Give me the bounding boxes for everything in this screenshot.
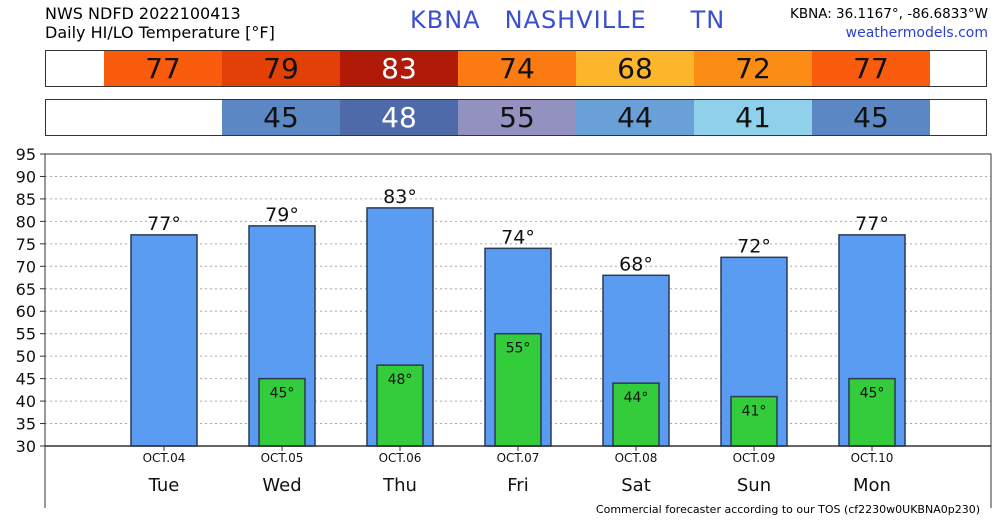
hi-value-label: 77°: [855, 213, 889, 235]
lo-value-label: 48°: [388, 372, 413, 388]
lo-temp-cell: 55: [458, 100, 576, 135]
y-tick-label: 30: [16, 437, 36, 456]
lo-bar: [730, 395, 778, 447]
hi-bar: [130, 234, 198, 447]
y-tick-label: 90: [16, 167, 36, 186]
station-id: KBNA: [410, 6, 481, 34]
hi-temp-cell: 77: [104, 51, 222, 86]
x-date-label: OCT.10: [851, 451, 894, 465]
hi-temp-cell: 83: [340, 51, 458, 86]
website-link[interactable]: weathermodels.com: [845, 25, 988, 41]
x-date-label: OCT.04: [143, 451, 186, 465]
hi-temp-cell: 77: [812, 51, 930, 86]
hi-value-label: 74°: [501, 226, 535, 248]
lo-temp-cell: 48: [340, 100, 458, 135]
x-day-label: Sun: [737, 475, 771, 496]
y-tick-label: 85: [16, 190, 36, 209]
y-tick-label: 60: [16, 302, 36, 321]
chart-subtitle: Daily HI/LO Temperature [°F]: [45, 23, 275, 42]
x-day-label: Sat: [621, 475, 651, 496]
lo-value-label: 44°: [624, 390, 649, 406]
lo-temp-cell: 44: [576, 100, 694, 135]
lo-temp-strip: 45 48 55 44 41 45: [45, 99, 987, 136]
y-tick-label: 50: [16, 347, 36, 366]
lo-value-label: 55°: [506, 341, 531, 357]
x-date-label: OCT.05: [261, 451, 304, 465]
header-right: KBNA: 36.1167°, -86.6833°W weathermodels…: [790, 5, 988, 43]
x-day-label: Wed: [262, 475, 301, 496]
x-date-label: OCT.08: [615, 451, 658, 465]
y-tick-label: 70: [16, 257, 36, 276]
hi-temp-cell: 74: [458, 51, 576, 86]
hi-temp-cell: 72: [694, 51, 812, 86]
hi-value-label: 77°: [147, 213, 181, 235]
y-tick-label: 40: [16, 392, 36, 411]
lo-value-label: 41°: [742, 404, 767, 420]
hi-temp-cell: 79: [222, 51, 340, 86]
x-day-label: Fri: [507, 475, 528, 496]
lo-temp-cell: 45: [222, 100, 340, 135]
lo-bar: [376, 364, 424, 447]
lo-bar: [848, 377, 896, 447]
y-tick-label: 55: [16, 325, 36, 344]
y-tick-label: 80: [16, 212, 36, 231]
x-date-label: OCT.06: [379, 451, 422, 465]
hi-temp-strip: 77 79 83 74 68 72 77: [45, 50, 987, 87]
lo-value-label: 45°: [860, 386, 885, 402]
location-title: KBNA NASHVILLE TN: [410, 6, 749, 34]
lo-temp-cell: 45: [812, 100, 930, 135]
state-code: TN: [690, 6, 726, 34]
lo-value-label: 45°: [270, 386, 295, 402]
hi-value-label: 83°: [383, 186, 417, 208]
footer-note: Commercial forecaster according to our T…: [595, 503, 980, 516]
station-coords: KBNA: 36.1167°, -86.6833°W: [789, 6, 988, 22]
x-date-label: OCT.09: [733, 451, 776, 465]
hi-temp-cell: 68: [576, 51, 694, 86]
lo-temp-cell: 41: [694, 100, 812, 135]
x-day-label: Thu: [382, 475, 417, 496]
x-day-label: Mon: [853, 475, 891, 496]
hi-value-label: 72°: [737, 235, 771, 257]
y-tick-label: 35: [16, 415, 36, 434]
model-run-label: NWS NDFD 2022100413: [45, 4, 241, 23]
hi-value-label: 68°: [619, 253, 653, 275]
y-tick-label: 95: [16, 145, 36, 164]
x-day-label: Tue: [148, 475, 180, 496]
header-left: NWS NDFD 2022100413 Daily HI/LO Temperat…: [45, 4, 275, 42]
y-tick-label: 65: [16, 280, 36, 299]
x-date-label: OCT.07: [497, 451, 540, 465]
y-tick-label: 75: [16, 235, 36, 254]
y-tick-label: 45: [16, 370, 36, 389]
lo-bar: [258, 377, 306, 447]
city-name: NASHVILLE: [504, 6, 647, 34]
hi-value-label: 79°: [265, 204, 299, 226]
lo-bar: [612, 382, 660, 447]
